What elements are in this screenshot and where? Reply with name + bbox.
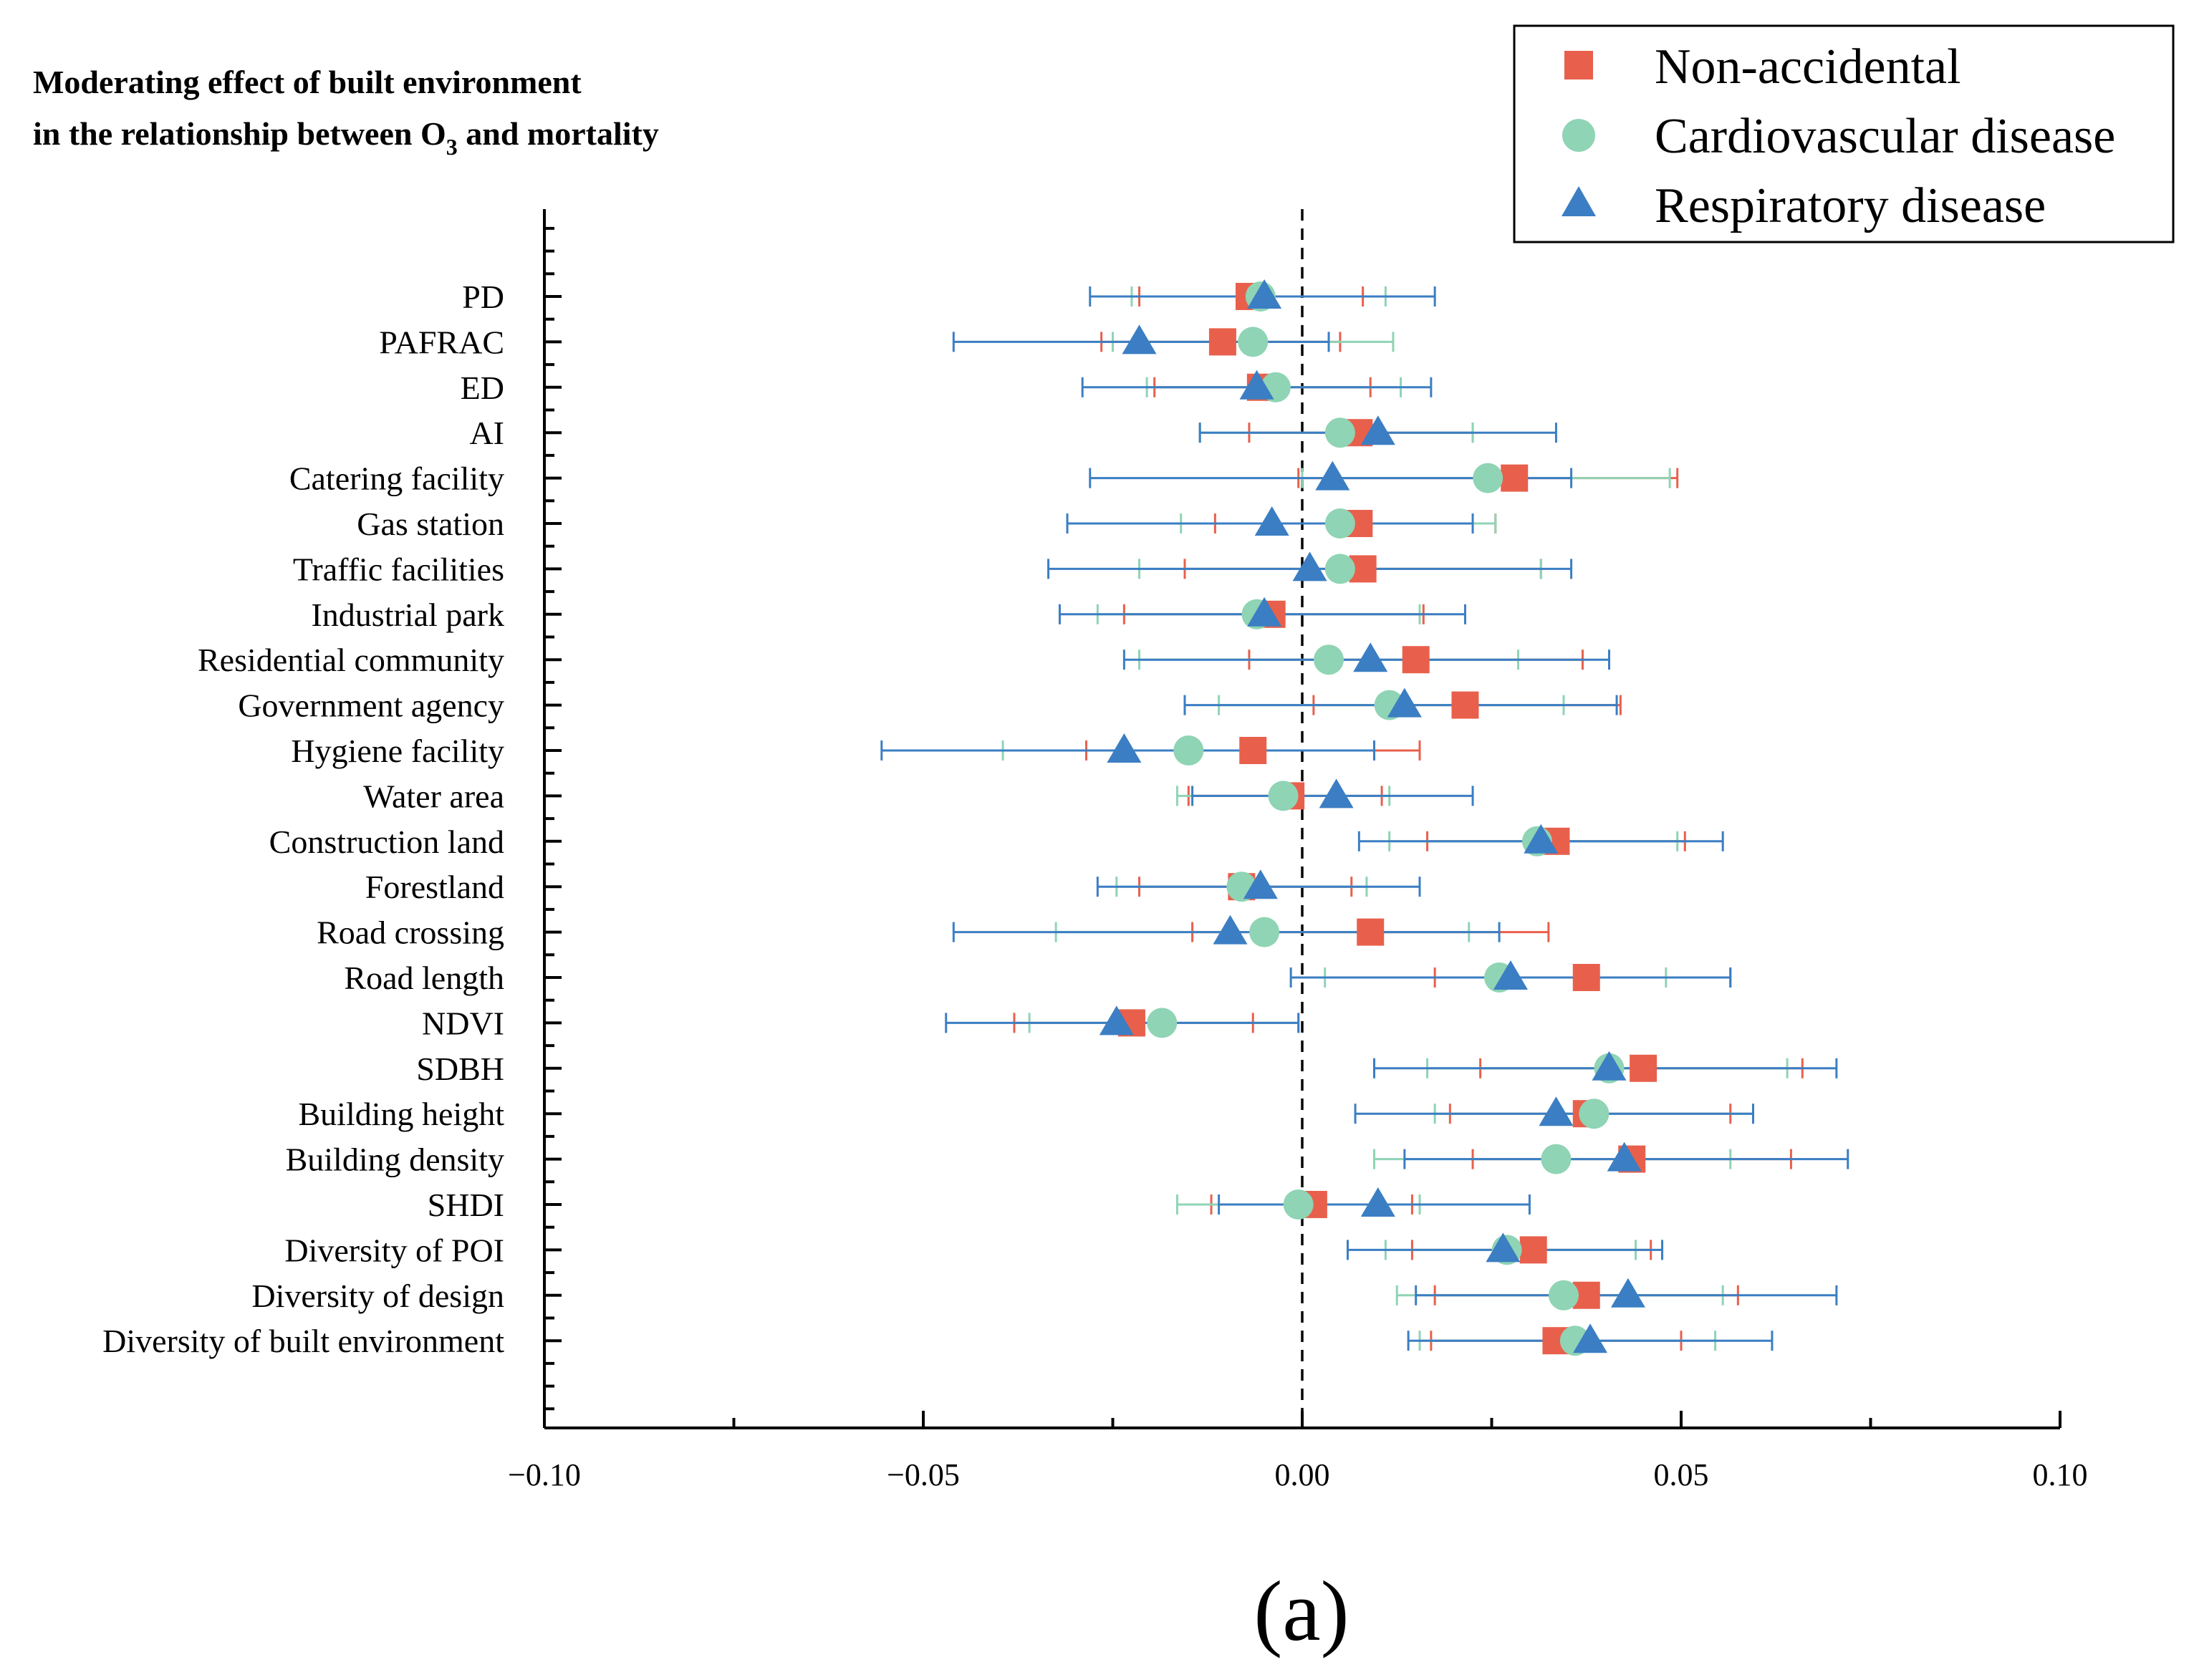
series-layer (880, 279, 1849, 1356)
y-label-traffic-facilities: Traffic facilities (293, 551, 504, 587)
y-label-building-density: Building density (286, 1141, 504, 1178)
point-cardiovascular-disease-shdi (1283, 1189, 1314, 1220)
point-respiratory-disease-forestland (1243, 869, 1278, 899)
y-label-gas-station: Gas station (357, 506, 504, 542)
point-cardiovascular-disease-building-density (1541, 1144, 1572, 1174)
point-respiratory-disease-residential-community (1353, 642, 1388, 672)
y-label-hygiene-facility: Hygiene facility (291, 733, 504, 769)
point-cardiovascular-disease-ai (1324, 417, 1355, 448)
point-respiratory-disease-road-length (1493, 960, 1528, 990)
point-respiratory-disease-water-area (1319, 778, 1354, 808)
x-tick-label: 0.00 (1275, 1457, 1330, 1492)
point-cardiovascular-disease-pafrac (1238, 327, 1269, 357)
y-label-pd: PD (462, 279, 504, 315)
point-respiratory-disease-diversity-of-design (1610, 1278, 1645, 1308)
point-respiratory-disease-ndvi (1099, 1005, 1134, 1035)
point-respiratory-disease-industrial-park (1247, 597, 1282, 627)
y-label-pafrac: PAFRAC (379, 324, 504, 360)
chart-title-subscript: 3 (446, 134, 458, 160)
point-respiratory-disease-diversity-of-poi (1486, 1232, 1521, 1263)
legend-label-respiratory: Respiratory disease (1655, 178, 2046, 233)
y-label-shdi: SHDI (428, 1187, 504, 1223)
ci-group-cardiovascular-disease (1001, 286, 1789, 1351)
y-label-residential-community: Residential community (198, 642, 504, 678)
y-label-forestland: Forestland (365, 869, 504, 905)
y-label-industrial-park: Industrial park (311, 597, 504, 633)
chart-title-line-2-post: and mortality (458, 115, 659, 152)
point-respiratory-disease-traffic-facilities (1292, 551, 1327, 581)
legend: Non-accidental Cardiovascular disease Re… (1513, 24, 2175, 243)
point-respiratory-disease-construction-land (1524, 824, 1559, 854)
legend-label-cardiovascular: Cardiovascular disease (1655, 109, 2115, 164)
x-tick-label: −0.10 (508, 1457, 581, 1492)
chart-title-line-1: Moderating effect of built environment (33, 64, 582, 100)
point-cardiovascular-disease-hygiene-facility (1173, 735, 1204, 766)
y-label-diversity-of-poi: Diversity of POI (284, 1232, 504, 1268)
point-respiratory-disease-road-crossing (1213, 914, 1248, 945)
point-cardiovascular-disease-ndvi (1147, 1008, 1178, 1038)
point-non-accidental-diversity-of-poi (1519, 1236, 1547, 1264)
point-respiratory-disease-hygiene-facility (1107, 733, 1142, 763)
point-non-accidental-sdbh (1630, 1054, 1657, 1082)
points-respiratory-disease (1099, 279, 1645, 1353)
y-label-diversity-of-design: Diversity of design (251, 1278, 504, 1314)
y-label-catering-facility: Catering facility (289, 460, 504, 497)
point-respiratory-disease-diversity-of-built-environment (1573, 1323, 1608, 1353)
point-cardiovascular-disease-diversity-of-design (1549, 1280, 1579, 1310)
x-tick-label: −0.05 (887, 1457, 960, 1492)
legend-marker-respiratory (1562, 186, 1596, 216)
point-respiratory-disease-catering-facility (1315, 460, 1350, 491)
point-cardiovascular-disease-water-area (1268, 781, 1299, 811)
point-respiratory-disease-gas-station (1254, 506, 1289, 536)
point-cardiovascular-disease-traffic-facilities (1324, 554, 1355, 584)
point-non-accidental-road-crossing (1357, 918, 1385, 946)
figure-caption: (a) (1254, 1563, 1349, 1659)
y-label-construction-land: Construction land (269, 824, 504, 860)
legend-box (1513, 24, 2175, 243)
y-label-ed: ED (461, 370, 504, 406)
point-cardiovascular-disease-building-height (1579, 1099, 1610, 1129)
point-non-accidental-catering-facility (1501, 464, 1529, 492)
point-respiratory-disease-government-agency (1387, 687, 1422, 718)
x-tick-label: 0.10 (2033, 1457, 2088, 1492)
point-cardiovascular-disease-residential-community (1314, 645, 1344, 675)
y-label-government-agency: Government agency (238, 687, 504, 724)
legend-label-non-accidental: Non-accidental (1655, 39, 1961, 95)
y-label-ai: AI (469, 415, 504, 451)
point-cardiovascular-disease-catering-facility (1473, 463, 1503, 493)
point-respiratory-disease-building-density (1607, 1141, 1642, 1172)
y-label-ndvi: NDVI (422, 1005, 504, 1041)
axes (543, 209, 2061, 1429)
y-label-road-crossing: Road crossing (317, 914, 504, 951)
x-tick-label: 0.05 (1654, 1457, 1709, 1492)
legend-marker-non-accidental (1564, 51, 1593, 79)
chart-title-line-2-pre: in the relationship between O (33, 115, 446, 152)
point-respiratory-disease-pafrac (1122, 324, 1157, 354)
y-axis-labels: PD PAFRAC ED AI Catering facility Gas station… (102, 279, 504, 1359)
ci-group-non-accidental (1013, 286, 1804, 1351)
y-label-sdbh: SDBH (416, 1051, 504, 1087)
point-non-accidental-hygiene-facility (1239, 737, 1267, 764)
y-label-diversity-of-built-environment: Diversity of built environment (102, 1323, 504, 1359)
point-respiratory-disease-ed (1239, 370, 1274, 400)
point-cardiovascular-disease-road-crossing (1249, 917, 1280, 947)
point-respiratory-disease-building-height (1539, 1096, 1574, 1126)
y-label-building-height: Building height (299, 1096, 505, 1132)
point-non-accidental-pafrac (1208, 328, 1236, 356)
point-non-accidental-government-agency (1451, 691, 1479, 719)
y-label-road-length: Road length (344, 960, 504, 996)
point-cardiovascular-disease-gas-station (1324, 508, 1355, 539)
y-label-water-area: Water area (363, 778, 504, 814)
chart-title-line-2: in the relationship between O3 and morta… (33, 115, 659, 160)
point-respiratory-disease-ai (1360, 415, 1395, 445)
legend-marker-cardiovascular (1562, 119, 1595, 152)
point-respiratory-disease-shdi (1360, 1187, 1395, 1217)
point-respiratory-disease-pd (1247, 279, 1282, 309)
point-non-accidental-residential-community (1402, 646, 1430, 674)
x-axis-tick-labels: −0.10 −0.05 0.00 0.05 0.10 (508, 1457, 2087, 1492)
point-respiratory-disease-sdbh (1592, 1051, 1627, 1081)
point-non-accidental-road-length (1572, 964, 1600, 991)
